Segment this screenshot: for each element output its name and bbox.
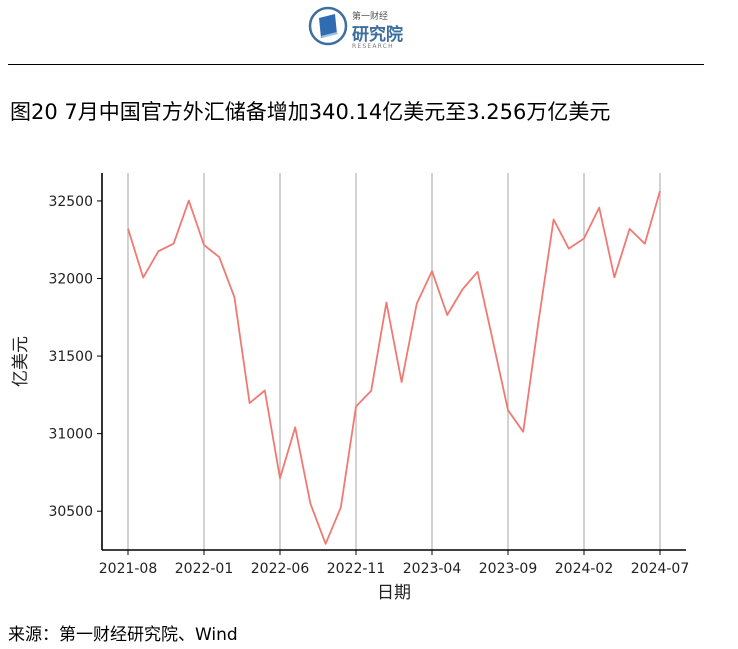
x-tick-label: 2022-01: [175, 561, 234, 577]
x-tick-label: 2024-02: [555, 561, 614, 577]
research-institute-logo: 第一财经 研究院 RESEARCH: [308, 6, 408, 52]
logo-name: 第一财经: [352, 12, 389, 22]
logo-sub-text: RESEARCH: [352, 43, 394, 50]
series-line: [127, 190, 661, 545]
x-tick-label: 2021-08: [99, 561, 158, 577]
y-axis-title: 亿美元: [11, 336, 31, 387]
y-tick-label: 31500: [48, 349, 93, 365]
x-tick-label: 2024-07: [631, 561, 690, 577]
x-axis-title: 日期: [377, 583, 411, 603]
x-tick-label: 2023-04: [403, 561, 462, 577]
axis-layer: [97, 173, 686, 555]
y-tick-label: 31000: [48, 427, 93, 443]
x-tick-label: 2023-09: [479, 561, 538, 577]
y-tick-label: 32500: [48, 194, 93, 210]
line-layer: [127, 190, 661, 545]
source-note: 来源：第一财经研究院、Wind: [8, 625, 238, 645]
y-tick-label: 32000: [48, 271, 93, 287]
blue-book-logo-icon: [308, 6, 348, 46]
grid-layer: [127, 173, 661, 550]
fx-reserves-line-chart: 2021-08 2022-01 2022-06 2022-11 2023-04 2023-…: [11, 173, 689, 603]
figure-title: 图20 7月中国官方外汇储备增加340.14亿美元至3.256万亿美元: [10, 100, 611, 124]
label-layer: 2021-08 2022-01 2022-06 2022-11 2023-04 2023-…: [11, 194, 689, 603]
y-tick-label: 30500: [48, 504, 93, 520]
x-tick-label: 2022-06: [251, 561, 310, 577]
x-tick-label: 2022-11: [327, 561, 386, 577]
logo-main-text: 研究院: [352, 25, 403, 45]
header-divider: [8, 64, 704, 65]
